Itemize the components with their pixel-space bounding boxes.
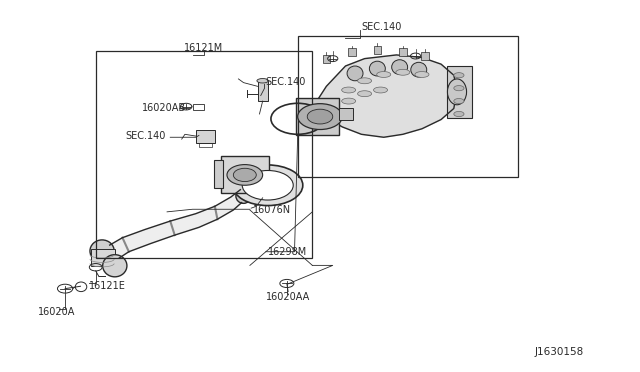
- Ellipse shape: [447, 79, 467, 105]
- Text: SEC.140: SEC.140: [125, 131, 166, 141]
- Circle shape: [227, 164, 262, 185]
- Text: 16121M: 16121M: [184, 42, 223, 52]
- Ellipse shape: [392, 60, 408, 74]
- Bar: [96, 51, 312, 258]
- Bar: [447, 66, 472, 118]
- Text: 16076N: 16076N: [253, 205, 291, 215]
- Ellipse shape: [236, 189, 251, 203]
- Circle shape: [233, 165, 303, 206]
- Bar: [421, 52, 429, 60]
- Circle shape: [307, 109, 333, 124]
- Bar: [221, 157, 269, 193]
- Bar: [193, 104, 204, 110]
- Polygon shape: [317, 55, 457, 137]
- Text: SEC.140: SEC.140: [362, 22, 402, 32]
- Text: SEC.140: SEC.140: [266, 77, 306, 87]
- Bar: [199, 143, 212, 147]
- Ellipse shape: [347, 66, 363, 81]
- Ellipse shape: [454, 99, 464, 104]
- Ellipse shape: [454, 86, 464, 91]
- Ellipse shape: [415, 71, 429, 77]
- Bar: [348, 48, 356, 57]
- Text: 16020AA: 16020AA: [266, 292, 310, 302]
- Bar: [196, 129, 216, 143]
- Ellipse shape: [369, 61, 385, 76]
- Ellipse shape: [257, 78, 268, 83]
- Ellipse shape: [377, 71, 391, 77]
- Ellipse shape: [396, 69, 410, 75]
- Circle shape: [234, 168, 256, 182]
- Bar: [296, 98, 339, 135]
- Ellipse shape: [374, 87, 388, 93]
- Ellipse shape: [454, 112, 464, 116]
- Text: 16020A: 16020A: [38, 307, 76, 317]
- Ellipse shape: [358, 91, 372, 97]
- Ellipse shape: [358, 78, 372, 84]
- Ellipse shape: [454, 73, 464, 78]
- Ellipse shape: [90, 240, 114, 262]
- Text: 16020AB: 16020AB: [141, 103, 186, 113]
- Bar: [374, 46, 381, 54]
- Bar: [323, 55, 330, 62]
- Bar: [399, 48, 406, 57]
- Bar: [91, 249, 115, 266]
- Ellipse shape: [342, 98, 356, 104]
- Circle shape: [243, 170, 293, 200]
- Text: 16298M: 16298M: [268, 247, 307, 257]
- Ellipse shape: [102, 255, 127, 277]
- Polygon shape: [109, 190, 242, 258]
- Bar: [257, 81, 268, 101]
- Bar: [214, 160, 223, 188]
- Text: J1630158: J1630158: [534, 347, 584, 357]
- Text: 16121E: 16121E: [90, 281, 126, 291]
- Circle shape: [298, 104, 342, 129]
- Bar: [339, 109, 353, 119]
- Ellipse shape: [342, 87, 356, 93]
- Bar: [298, 36, 518, 177]
- Ellipse shape: [411, 62, 427, 77]
